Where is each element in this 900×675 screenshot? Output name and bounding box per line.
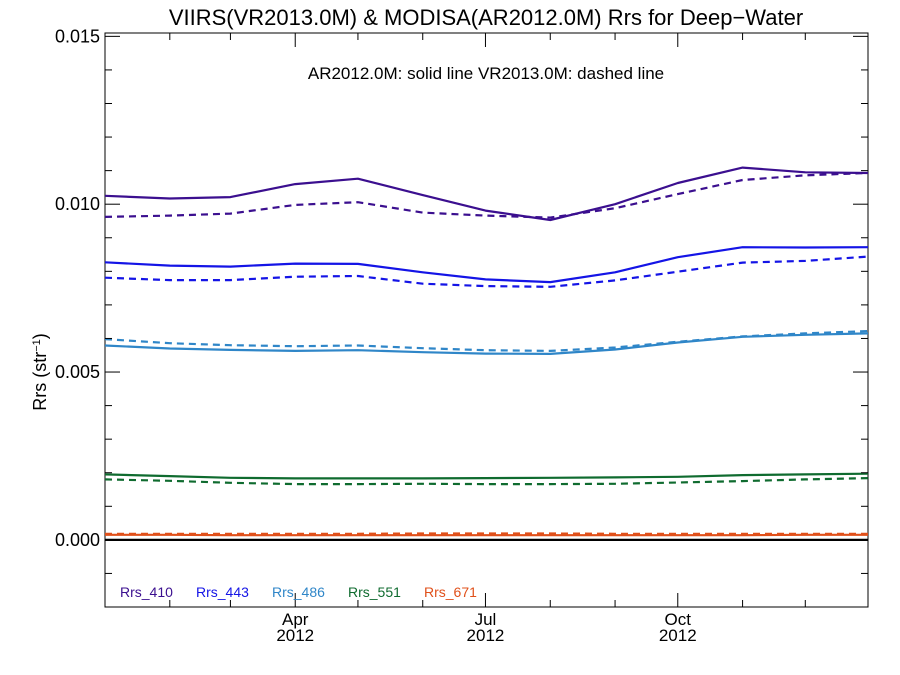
series-line-rrs_443-solid xyxy=(104,246,869,284)
y-axis-label: Rrs (str−1) xyxy=(30,333,50,411)
series-line-rrs_410-dashed xyxy=(104,171,869,219)
y-tick-label: 0.015 xyxy=(55,26,100,46)
y-axis-label-sup: −1 xyxy=(31,339,43,352)
x-tick-label-month: Apr xyxy=(282,610,309,629)
series-layer xyxy=(104,166,869,541)
x-tick-label-year: 2012 xyxy=(276,626,314,645)
x-tick-label-month: Jul xyxy=(475,610,497,629)
legend-item-rrs_443: Rrs_443 xyxy=(196,584,249,600)
series-line-rrs_486-dashed xyxy=(104,330,869,352)
legend-item-rrs_410: Rrs_410 xyxy=(120,584,173,600)
y-tick-label: 0.000 xyxy=(55,530,100,550)
axes-layer: 0.0000.0050.0100.015Apr2012Jul2012Oct201… xyxy=(55,26,868,645)
plot-frame xyxy=(104,32,869,608)
series-line-rrs_551-dashed xyxy=(104,477,869,486)
chart-title: VIIRS(VR2013.0M) & MODISA(AR2012.0M) Rrs… xyxy=(169,5,803,30)
y-tick-label: 0.005 xyxy=(55,362,100,382)
series-line-rrs_410-solid xyxy=(104,166,869,222)
y-tick-label: 0.010 xyxy=(55,194,100,214)
series-line-rrs_443-dashed xyxy=(104,255,869,288)
plot-border xyxy=(104,32,869,608)
legend: Rrs_410 Rrs_443 Rrs_486 Rrs_551 Rrs_671 xyxy=(120,584,477,600)
series-line-rrs_551-solid xyxy=(104,472,869,480)
legend-item-rrs_671: Rrs_671 xyxy=(424,584,477,600)
y-axis-label-main: Rrs (str xyxy=(30,352,50,411)
x-tick-label-year: 2012 xyxy=(467,626,505,645)
legend-item-rrs_551: Rrs_551 xyxy=(348,584,401,600)
legend-item-rrs_486: Rrs_486 xyxy=(272,584,325,600)
y-axis-label-close: ) xyxy=(30,333,50,339)
x-tick-label-month: Oct xyxy=(665,610,692,629)
line-style-annotation: AR2012.0M: solid line VR2013.0M: dashed … xyxy=(308,64,664,83)
x-tick-label-year: 2012 xyxy=(659,626,697,645)
